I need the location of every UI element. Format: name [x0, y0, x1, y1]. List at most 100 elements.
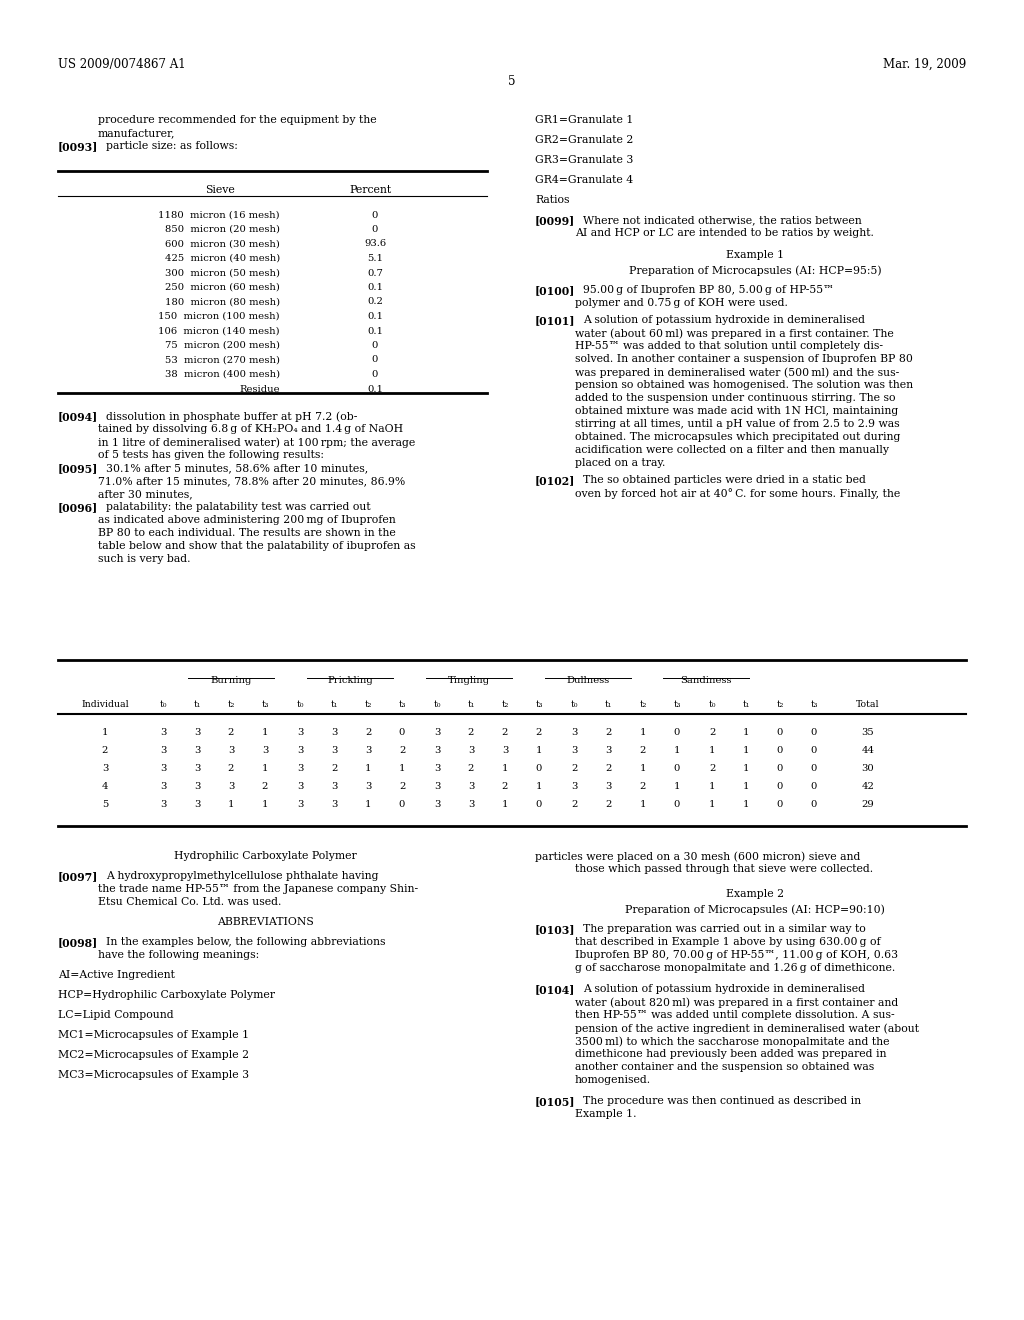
Text: 3: 3	[297, 746, 303, 755]
Text: 3: 3	[365, 781, 371, 791]
Text: 850  micron (20 mesh): 850 micron (20 mesh)	[165, 224, 280, 234]
Text: MC1=Microcapsules of Example 1: MC1=Microcapsules of Example 1	[58, 1030, 249, 1040]
Text: such is very bad.: such is very bad.	[98, 554, 190, 564]
Text: 2: 2	[227, 729, 234, 737]
Text: 29: 29	[861, 800, 874, 809]
Text: added to the suspension under continuous stirring. The so: added to the suspension under continuous…	[575, 393, 896, 403]
Text: 1: 1	[640, 800, 646, 809]
Text: obtained. The microcapsules which precipitated out during: obtained. The microcapsules which precip…	[575, 432, 900, 442]
Text: 0.1: 0.1	[367, 326, 383, 335]
Text: 0: 0	[372, 355, 378, 364]
Text: 0: 0	[811, 800, 817, 809]
Text: 3: 3	[468, 800, 474, 809]
Text: 3: 3	[434, 800, 440, 809]
Text: another container and the suspension so obtained was: another container and the suspension so …	[575, 1063, 874, 1072]
Text: 3: 3	[434, 729, 440, 737]
Text: water (about 60 ml) was prepared in a first container. The: water (about 60 ml) was prepared in a fi…	[575, 327, 894, 338]
Text: 0: 0	[811, 729, 817, 737]
Text: t₂: t₂	[365, 700, 372, 709]
Text: 0: 0	[777, 746, 783, 755]
Text: 3: 3	[194, 800, 200, 809]
Text: 1: 1	[262, 764, 268, 774]
Text: 30.1% after 5 minutes, 58.6% after 10 minutes,: 30.1% after 5 minutes, 58.6% after 10 mi…	[106, 463, 369, 473]
Text: 3: 3	[331, 781, 337, 791]
Text: 53  micron (270 mesh): 53 micron (270 mesh)	[165, 355, 280, 364]
Text: water (about 820 ml) was prepared in a first container and: water (about 820 ml) was prepared in a f…	[575, 997, 898, 1007]
Text: 1: 1	[742, 764, 750, 774]
Text: Etsu Chemical Co. Ltd. was used.: Etsu Chemical Co. Ltd. was used.	[98, 898, 282, 907]
Text: Dullness: Dullness	[566, 676, 609, 685]
Text: 5: 5	[508, 75, 516, 88]
Text: 1: 1	[640, 729, 646, 737]
Text: Sieve: Sieve	[205, 185, 234, 195]
Text: t₀: t₀	[433, 700, 440, 709]
Text: 3: 3	[605, 781, 611, 791]
Text: obtained mixture was made acid with 1N HCl, maintaining: obtained mixture was made acid with 1N H…	[575, 407, 898, 416]
Text: Ibuprofen BP 80, 70.00 g of HP-55™, 11.00 g of KOH, 0.63: Ibuprofen BP 80, 70.00 g of HP-55™, 11.0…	[575, 950, 898, 960]
Text: 2: 2	[640, 781, 646, 791]
Text: 1: 1	[709, 781, 715, 791]
Text: 1: 1	[262, 800, 268, 809]
Text: 3: 3	[434, 746, 440, 755]
Text: t₁: t₁	[331, 700, 338, 709]
Text: of 5 tests has given the following results:: of 5 tests has given the following resul…	[98, 450, 324, 461]
Text: 250  micron (60 mesh): 250 micron (60 mesh)	[165, 282, 280, 292]
Text: 3: 3	[194, 764, 200, 774]
Text: Total: Total	[856, 700, 880, 709]
Text: [0097]: [0097]	[58, 871, 98, 882]
Text: 0.2: 0.2	[367, 297, 383, 306]
Text: 3: 3	[570, 781, 578, 791]
Text: Tingling: Tingling	[447, 676, 490, 685]
Text: The so obtained particles were dried in a static bed: The so obtained particles were dried in …	[583, 475, 866, 484]
Text: A solution of potassium hydroxide in demineralised: A solution of potassium hydroxide in dem…	[583, 315, 865, 325]
Text: 1: 1	[502, 800, 508, 809]
Text: 0: 0	[777, 729, 783, 737]
Text: procedure recommended for the equipment by the: procedure recommended for the equipment …	[98, 115, 377, 125]
Text: A hydroxypropylmethylcellulose phthalate having: A hydroxypropylmethylcellulose phthalate…	[106, 871, 379, 880]
Text: 75  micron (200 mesh): 75 micron (200 mesh)	[165, 341, 280, 350]
Text: as indicated above administering 200 mg of Ibuprofen: as indicated above administering 200 mg …	[98, 515, 395, 525]
Text: AI=Active Ingredient: AI=Active Ingredient	[58, 970, 175, 979]
Text: t₁: t₁	[604, 700, 611, 709]
Text: [0104]: [0104]	[535, 983, 575, 995]
Text: 3: 3	[365, 746, 371, 755]
Text: 3: 3	[468, 781, 474, 791]
Text: have the following meanings:: have the following meanings:	[98, 950, 259, 960]
Text: 3: 3	[570, 746, 578, 755]
Text: table below and show that the palatability of ibuprofen as: table below and show that the palatabili…	[98, 541, 416, 552]
Text: 0: 0	[674, 764, 680, 774]
Text: 2: 2	[398, 781, 406, 791]
Text: 71.0% after 15 minutes, 78.8% after 20 minutes, 86.9%: 71.0% after 15 minutes, 78.8% after 20 m…	[98, 477, 406, 486]
Text: t₃: t₃	[261, 700, 268, 709]
Text: those which passed through that sieve were collected.: those which passed through that sieve we…	[575, 865, 873, 874]
Text: 30: 30	[861, 764, 874, 774]
Text: 1: 1	[398, 764, 406, 774]
Text: 0.7: 0.7	[367, 268, 383, 277]
Text: 0: 0	[777, 781, 783, 791]
Text: Burning: Burning	[210, 676, 252, 685]
Text: 1: 1	[365, 800, 372, 809]
Text: dimethicone had previously been added was prepared in: dimethicone had previously been added wa…	[575, 1049, 887, 1059]
Text: 2: 2	[101, 746, 109, 755]
Text: 0: 0	[372, 224, 378, 234]
Text: 2: 2	[536, 729, 542, 737]
Text: 42: 42	[861, 781, 874, 791]
Text: 1: 1	[709, 746, 715, 755]
Text: 3: 3	[434, 764, 440, 774]
Text: t₁: t₁	[742, 700, 750, 709]
Text: 1: 1	[536, 781, 543, 791]
Text: 3: 3	[194, 781, 200, 791]
Text: 425  micron (40 mesh): 425 micron (40 mesh)	[165, 253, 280, 263]
Text: Mar. 19, 2009: Mar. 19, 2009	[883, 58, 966, 71]
Text: 0: 0	[398, 800, 406, 809]
Text: MC2=Microcapsules of Example 2: MC2=Microcapsules of Example 2	[58, 1049, 249, 1060]
Text: 3: 3	[262, 746, 268, 755]
Text: t₃: t₃	[398, 700, 406, 709]
Text: acidification were collected on a filter and then manually: acidification were collected on a filter…	[575, 445, 889, 455]
Text: 0: 0	[811, 746, 817, 755]
Text: 150  micron (100 mesh): 150 micron (100 mesh)	[159, 312, 280, 321]
Text: 0.1: 0.1	[367, 282, 383, 292]
Text: Example 2: Example 2	[726, 888, 784, 899]
Text: pension so obtained was homogenised. The solution was then: pension so obtained was homogenised. The…	[575, 380, 913, 389]
Text: t₂: t₂	[227, 700, 234, 709]
